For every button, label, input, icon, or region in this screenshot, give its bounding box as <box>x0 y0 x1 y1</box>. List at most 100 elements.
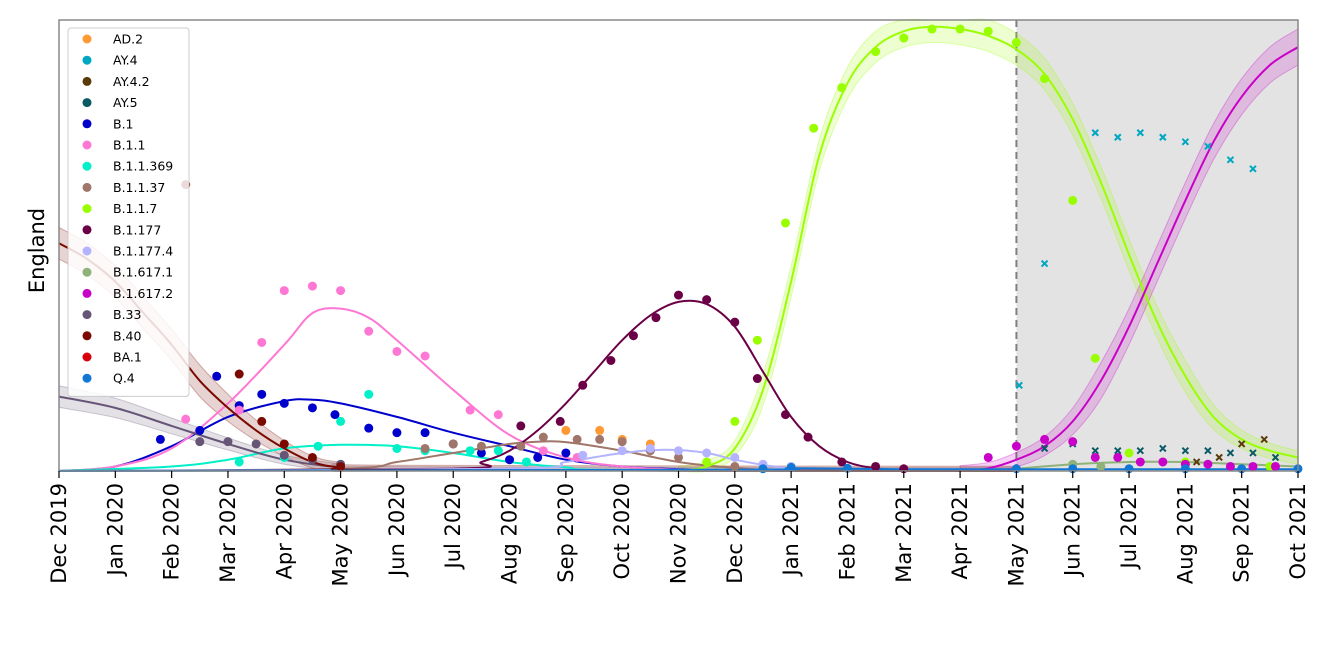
point-b-1-177-4 <box>578 450 588 460</box>
point-b-1 <box>212 371 222 381</box>
point-b-1-1-37 <box>476 441 486 451</box>
x-tick-label: Nov 2020 <box>667 483 691 584</box>
point-b-1 <box>279 398 289 408</box>
point-b-1-177 <box>803 432 813 442</box>
point-b-1-1-369 <box>364 389 374 399</box>
point-b-1-1 <box>465 405 475 415</box>
point-b-1-1 <box>279 286 289 296</box>
point-b-1-177 <box>730 317 740 327</box>
x-tick-label: Sep 2021 <box>1230 483 1254 583</box>
point-b-1-1-369 <box>493 446 503 456</box>
legend-marker-b-1-1-37 <box>82 182 92 192</box>
point-ay-4 <box>1091 129 1099 137</box>
point-q-4 <box>758 464 768 474</box>
x-tick-label: Aug 2020 <box>498 483 522 584</box>
point-ay-4-2 <box>1260 435 1268 444</box>
point-b-33 <box>223 437 233 447</box>
point-b-1-177 <box>651 313 661 323</box>
legend-marker-ay-4-2 <box>82 76 92 86</box>
point-ay-4 <box>1159 133 1167 141</box>
point-ay-5 <box>1181 446 1190 455</box>
point-b-1-1-37 <box>595 434 605 444</box>
point-b-1-1-369 <box>521 457 531 467</box>
legend-marker-ba-1 <box>82 352 92 362</box>
x-tick-label: Apr 2020 <box>272 483 296 579</box>
point-b-1-1 <box>336 286 346 296</box>
point-b-1-177 <box>702 295 712 305</box>
point-b-1-1-7 <box>730 416 740 426</box>
point-b-1 <box>257 389 267 399</box>
point-b-1-1 <box>364 326 374 336</box>
point-b-1-617-1 <box>1096 461 1106 471</box>
x-axis: Dec 2019 Jan 2020 Feb 2020 Mar 2020 Apr 2020… <box>47 471 1310 587</box>
point-b-1-177 <box>578 380 588 390</box>
point-ay-4-2 <box>1237 440 1246 448</box>
point-ad-2 <box>595 425 605 435</box>
legend-label-ay-4-2: AY.4.2 <box>113 74 150 89</box>
x-tick-label: Jul 2020 <box>441 483 465 570</box>
line-b-1-177 <box>58 299 1017 472</box>
point-b-1-1-37 <box>674 452 683 462</box>
point-b-1-1 <box>420 351 430 361</box>
point-b-40 <box>257 416 267 426</box>
x-tick-label: Jul 2021 <box>1117 483 1141 570</box>
point-ay-4 <box>1136 129 1145 137</box>
legend-label-b-1: B.1 <box>113 116 134 131</box>
x-tick-label: Apr 2021 <box>948 483 972 579</box>
y-axis-label: England <box>25 208 49 293</box>
point-b-1-1-7 <box>1011 38 1021 48</box>
x-tick-label: Aug 2021 <box>1173 483 1197 584</box>
point-b-1-1-7 <box>955 24 965 34</box>
point-b-1-1-37 <box>538 432 548 442</box>
point-b-1-177 <box>871 461 881 471</box>
x-tick-label: Mar 2020 <box>216 483 240 583</box>
point-ay-4-2 <box>1215 453 1223 462</box>
x-tick-label: May 2020 <box>329 483 353 587</box>
legend-label-b-1-1: B.1.1 <box>113 138 145 153</box>
legend-label-ba-1: BA.1 <box>113 350 142 365</box>
legend-marker-b-1-617-2 <box>82 288 92 298</box>
point-ay-5 <box>1271 453 1280 462</box>
legend-label-b-1-177-4: B.1.177.4 <box>113 244 173 259</box>
legend-label-ay-5: AY.5 <box>113 95 138 110</box>
point-b-1-1-7 <box>809 123 819 133</box>
point-ay-4 <box>1204 142 1212 150</box>
point-b-40 <box>307 452 317 462</box>
point-b-33 <box>251 439 261 449</box>
legend: AD.2 AY.4 AY.4.2 AY.5 B.1 B.1.1 B.1.1.369 B.1.1… <box>67 27 190 397</box>
legend-marker-b-1-1-369 <box>82 161 92 171</box>
point-b-1-617-2 <box>1040 434 1050 444</box>
legend-label-ay-4: AY.4 <box>113 53 138 68</box>
point-q-4 <box>786 462 796 472</box>
point-b-1 <box>533 452 543 462</box>
point-ay-5 <box>1226 449 1235 457</box>
point-b-1 <box>420 428 430 438</box>
legend-label-b-1-1-7: B.1.1.7 <box>113 201 157 216</box>
point-b-1-1-7 <box>871 47 881 57</box>
x-tick-label: Feb 2021 <box>836 483 860 580</box>
point-b-33 <box>195 437 205 447</box>
point-b-1-1-37 <box>516 441 526 451</box>
point-ay-5 <box>1159 444 1167 453</box>
point-b-1-177 <box>781 410 791 420</box>
point-b-1-1-7 <box>702 457 712 467</box>
x-tick-label: Jun 2020 <box>385 483 409 578</box>
legend-label-b-1-1-369: B.1.1.369 <box>113 159 173 174</box>
legend-label-b-1-617-1: B.1.617.1 <box>113 265 173 280</box>
point-b-1-1-37 <box>448 439 458 449</box>
point-b-1-1-37 <box>730 461 740 471</box>
x-tick-label: Jan 2020 <box>103 483 127 578</box>
legend-marker-b-1-177 <box>82 225 92 235</box>
point-b-1-1-369 <box>336 416 346 426</box>
point-b-1 <box>392 428 402 438</box>
legend-label-b-1-1-37: B.1.1.37 <box>113 180 165 195</box>
point-b-1-1 <box>493 410 503 420</box>
x-tick-label: Oct 2021 <box>1286 483 1310 579</box>
point-b-1-1-369 <box>465 446 475 456</box>
point-b-1-1-37 <box>617 437 627 447</box>
point-ad-2 <box>561 425 571 435</box>
point-b-1-1-7 <box>752 335 762 345</box>
line-b-1-617-2 <box>959 46 1299 472</box>
legend-label-q-4: Q.4 <box>113 371 135 386</box>
